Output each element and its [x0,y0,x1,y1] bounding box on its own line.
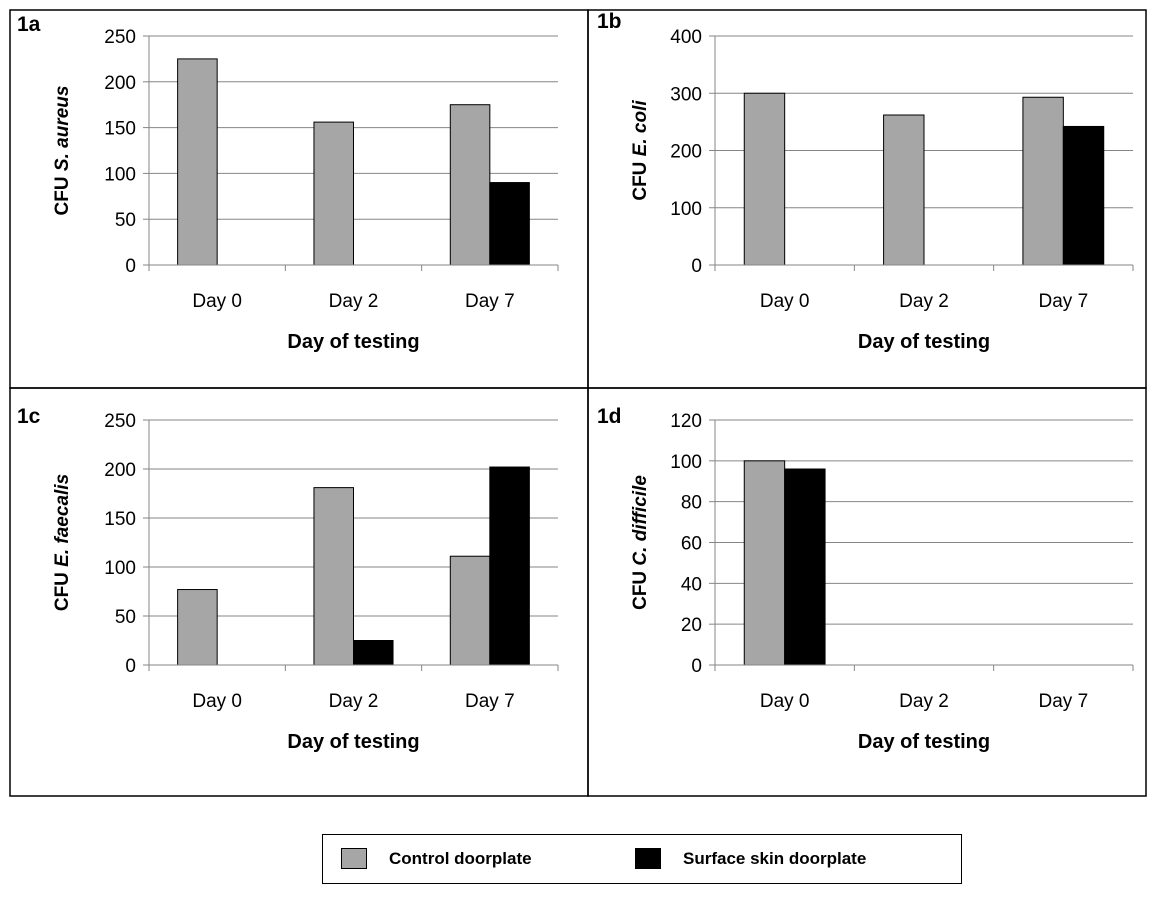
y-axis-label-prefix: CFU [630,566,651,610]
y-tick-label: 120 [670,411,702,432]
panel-label: 1a [17,13,41,36]
y-tick-label: 40 [681,574,702,595]
bar-surface-skin [489,182,530,266]
x-axis-label: Day of testing [858,331,990,353]
bar-surface-skin [489,466,530,666]
y-tick-label: 0 [691,656,702,677]
y-tick-label: 50 [115,607,136,628]
y-axis-label-organism: C. difficile [630,475,651,566]
bar-control [313,487,355,666]
bar-surface-skin [784,468,826,666]
y-tick-label: 300 [670,84,702,105]
y-axis-label-organism: S. aureus [52,86,73,172]
x-tick-label: Day 0 [760,691,810,712]
y-tick-label: 80 [681,493,702,514]
x-axis-label: Day of testing [858,731,990,753]
y-axis-label: CFU C. difficile [630,475,651,610]
x-tick-label: Day 2 [329,691,379,712]
y-tick-label: 100 [104,558,136,579]
panel-label: 1c [17,405,41,428]
bar-control [449,104,491,266]
panel-c-difficile: 0 20 40 60 80 100 120 Day 0 Day 2 Day 7 Day of tes… [587,387,1147,797]
bar-control [177,589,218,666]
y-tick-label: 0 [125,656,136,677]
bar-surface-skin [1062,125,1105,266]
y-tick-label: 100 [670,452,702,473]
y-tick-label: 100 [104,164,136,185]
x-tick-label: Day 2 [899,691,949,712]
panel-e-coli: 0 100 200 300 400 Day 0 Day 2 Day 7 Day of testi… [587,9,1147,389]
x-tick-label: Day 2 [899,291,949,312]
bar-control [743,92,786,266]
x-tick-label: Day 7 [465,291,515,312]
y-tick-label: 250 [104,411,136,432]
legend-swatch-surface-skin [635,848,661,869]
x-tick-label: Day 7 [465,691,515,712]
x-tick-label: Day 0 [192,691,242,712]
y-tick-label: 200 [104,460,136,481]
x-tick-label: Day 2 [329,291,379,312]
legend: Control doorplate Surface skin doorplate [322,834,962,884]
y-tick-label: 200 [104,73,136,94]
y-tick-label: 0 [691,256,702,277]
panel-label: 1d [597,405,622,428]
bar-control [313,121,355,266]
y-axis-label-organism: E. faecalis [52,474,73,567]
x-tick-label: Day 0 [192,291,242,312]
x-tick-label: Day 7 [1039,291,1089,312]
legend-label-control: Control doorplate [389,848,532,868]
bar-control [177,58,218,266]
bar-control [883,114,925,266]
y-axis-label-prefix: CFU [52,567,73,611]
panel-s-aureus: 0 50 100 150 200 250 Day 0 Day 2 Day 7 Day of tes… [9,9,589,389]
y-axis-label: CFU E. faecalis [52,474,73,611]
panel-frame [587,387,1147,797]
x-tick-label: Day 7 [1039,691,1089,712]
legend-item-control: Control doorplate [341,848,532,869]
y-axis-label: CFU S. aureus [52,86,73,216]
y-tick-label: 250 [104,27,136,48]
legend-item-surface-skin: Surface skin doorplate [635,848,866,869]
legend-swatch-control [341,848,367,869]
x-axis-label: Day of testing [287,331,419,353]
y-tick-label: 60 [681,534,702,555]
x-axis-label: Day of testing [287,731,419,753]
y-axis-label-organism: E. coli [630,100,651,157]
y-axis-label-prefix: CFU [52,171,73,215]
y-tick-label: 200 [670,142,702,163]
y-tick-label: 150 [104,119,136,140]
bar-control [449,555,491,666]
y-tick-label: 150 [104,509,136,530]
legend-label-surface-skin: Surface skin doorplate [683,848,867,868]
panel-e-faecalis: 0 50 100 150 200 250 Day 0 Day 2 Day 7 Day of tes… [9,387,589,797]
y-axis-label: CFU E. coli [630,100,651,201]
bar-surface-skin [353,640,394,666]
y-tick-label: 400 [670,27,702,48]
y-tick-label: 20 [681,615,702,636]
panel-label: 1b [597,10,622,33]
bar-control [743,460,786,666]
bar-control [1022,96,1064,266]
y-axis-label-prefix: CFU [630,156,651,200]
x-tick-label: Day 0 [760,291,810,312]
y-tick-label: 0 [125,256,136,277]
y-tick-label: 100 [670,199,702,220]
y-tick-label: 50 [115,210,136,231]
